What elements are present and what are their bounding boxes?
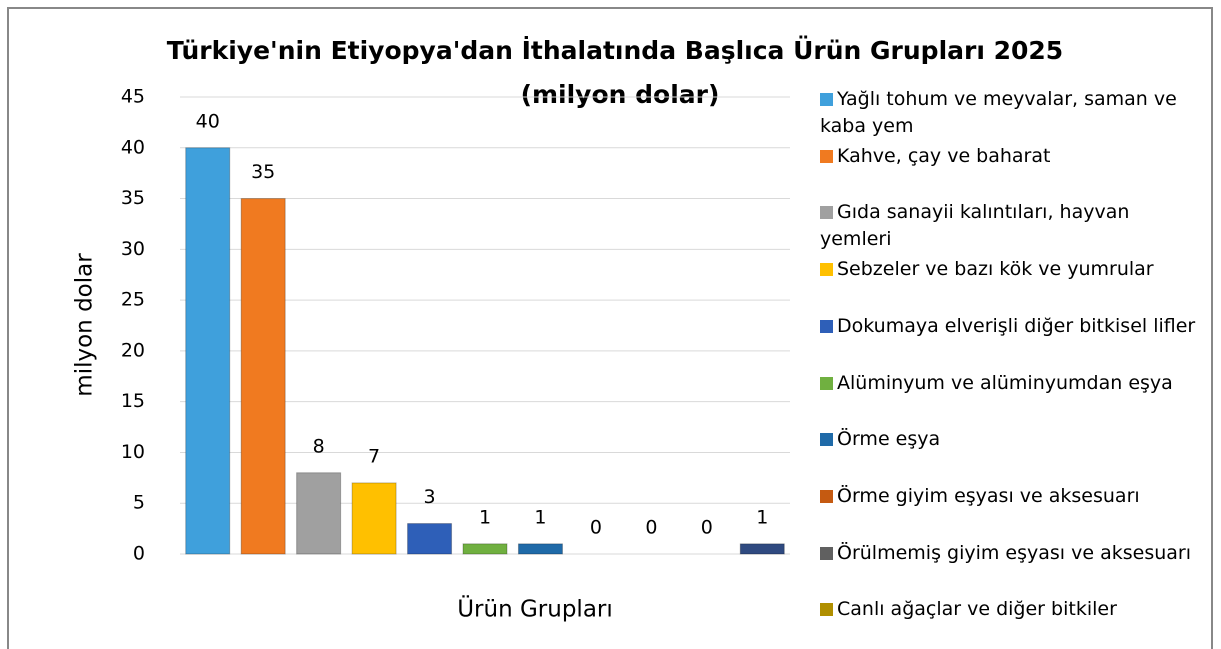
chart-title: Türkiye'nin Etiyopya'dan İthalatında Baş… xyxy=(167,35,1063,65)
data-label: 35 xyxy=(251,161,275,183)
data-label: 1 xyxy=(534,506,546,528)
legend-swatch xyxy=(820,546,833,560)
y-tick-label: 15 xyxy=(121,390,145,412)
legend-label: Yağlı tohum ve meyvalar, saman ve kaba y… xyxy=(820,88,1177,137)
y-tick-label: 30 xyxy=(121,238,145,260)
data-label: 1 xyxy=(479,506,491,528)
legend-item: Dokumaya elverişli diğer bitkisel lifler xyxy=(820,313,1200,340)
legend-label: Dokumaya elverişli diğer bitkisel lifler xyxy=(837,314,1196,337)
bar xyxy=(185,147,231,555)
bar xyxy=(739,543,785,555)
y-tick-label: 0 xyxy=(133,543,145,565)
legend-item: Kahve, çay ve baharat xyxy=(820,143,1200,170)
legend-label: Örme giyim eşyası ve aksesuarı xyxy=(837,484,1140,507)
legend-swatch xyxy=(820,206,833,220)
data-label: 7 xyxy=(368,445,380,467)
y-tick-label: 35 xyxy=(121,187,145,209)
bar xyxy=(407,523,453,555)
bar xyxy=(240,198,286,555)
data-label: 0 xyxy=(590,517,602,539)
legend-item: Sebzeler ve bazı kök ve yumrular xyxy=(820,256,1200,283)
y-tick-label: 5 xyxy=(133,492,145,514)
legend-swatch xyxy=(820,319,833,333)
legend-item: Gıda sanayii kalıntıları, hayvan yemleri xyxy=(820,199,1200,253)
legend-swatch xyxy=(820,489,833,503)
legend-swatch xyxy=(820,93,833,106)
data-label: 3 xyxy=(423,486,435,508)
data-label: 0 xyxy=(645,517,657,539)
data-label: 0 xyxy=(701,517,713,539)
legend-label: Gıda sanayii kalıntıları, hayvan yemleri xyxy=(820,201,1130,251)
legend-swatch xyxy=(820,376,833,390)
frame xyxy=(7,7,1213,649)
legend-label: Örme eşya xyxy=(837,428,941,451)
bar xyxy=(517,543,563,555)
bar xyxy=(296,472,342,555)
legend-item: Örme eşya xyxy=(820,426,1200,453)
legend-item: Yağlı tohum ve meyvalar, saman ve kaba y… xyxy=(820,86,1200,140)
y-tick-label: 25 xyxy=(121,289,145,311)
legend-swatch xyxy=(820,149,833,163)
legend-swatch xyxy=(820,263,833,277)
data-label: 8 xyxy=(313,435,325,457)
chart-subtitle: (milyon dolar) xyxy=(521,80,720,109)
y-tick-label: 20 xyxy=(121,339,145,361)
legend-swatch xyxy=(820,603,833,617)
y-tick-label: 45 xyxy=(121,86,145,108)
legend-item: Canlı ağaçlar ve diğer bitkiler xyxy=(820,596,1200,623)
legend-label: Alüminyum ve alüminyumdan eşya xyxy=(837,371,1173,394)
y-axis-title: milyon dolar xyxy=(72,253,98,397)
y-tick-label: 40 xyxy=(121,136,145,158)
legend-item: Örme giyim eşyası ve aksesuarı xyxy=(820,483,1200,510)
legend-swatch xyxy=(820,433,833,447)
bar xyxy=(351,482,397,555)
legend-item: Örülmemiş giyim eşyası ve aksesuarı xyxy=(820,540,1200,567)
x-axis-title: Ürün Grupları xyxy=(457,595,613,623)
bar xyxy=(462,543,508,555)
legend-label: Örülmemiş giyim eşyası ve aksesuarı xyxy=(837,541,1191,564)
legend-item: Alüminyum ve alüminyumdan eşya xyxy=(820,370,1200,397)
legend-label: Canlı ağaçlar ve diğer bitkiler xyxy=(837,598,1117,621)
legend-label: Kahve, çay ve baharat xyxy=(837,144,1051,167)
y-tick-label: 10 xyxy=(121,441,145,463)
legend-label: Sebzeler ve bazı kök ve yumrular xyxy=(837,258,1154,281)
data-label: 40 xyxy=(196,110,220,132)
data-label: 1 xyxy=(756,506,768,528)
